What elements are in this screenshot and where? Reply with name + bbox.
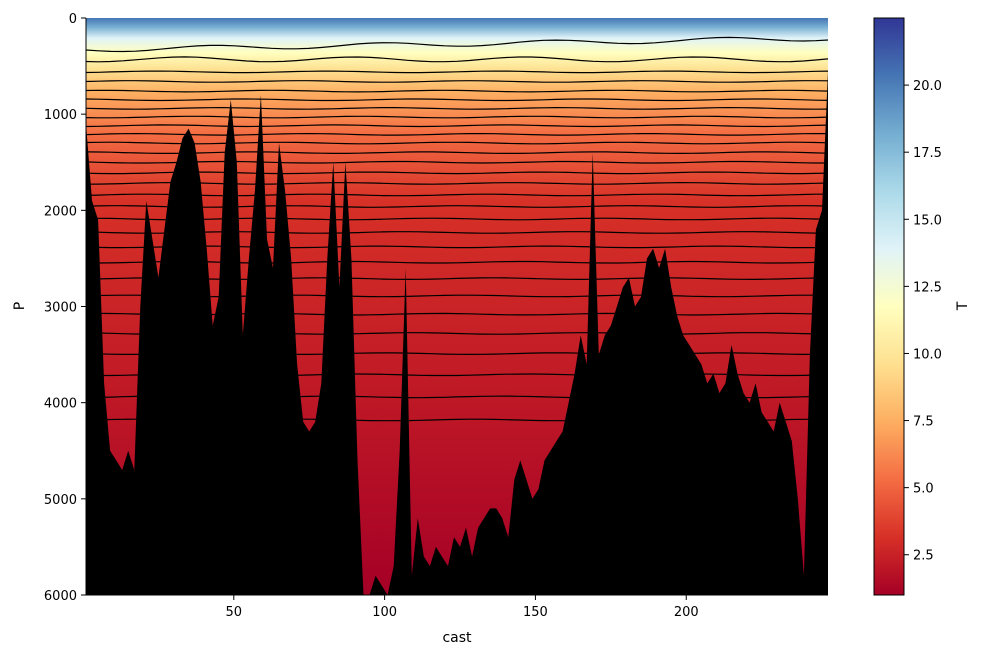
- colorbar-tick-label: 7.5: [913, 415, 934, 430]
- colorbar-tick-label: 2.5: [913, 549, 934, 564]
- isotherm-line: [86, 80, 828, 83]
- isotherm-line: [86, 193, 828, 197]
- x-tick-label: 50: [226, 605, 243, 620]
- y-tick-label: 0: [69, 12, 77, 27]
- isotherm-line: [86, 171, 828, 175]
- y-axis-label: P: [12, 302, 28, 310]
- isotherm-line: [86, 245, 828, 249]
- isotherm-line: [86, 141, 828, 145]
- isotherm-line: [86, 160, 828, 164]
- y-axis-ticks: 0 1000 2000 3000 4000 5000 6000: [44, 12, 86, 604]
- seafloor-bathymetry: [86, 70, 828, 595]
- isotherm-line: [86, 36, 828, 53]
- isotherm-line: [86, 56, 828, 63]
- y-tick-label: 6000: [44, 589, 77, 604]
- y-tick-label: 1000: [44, 108, 77, 123]
- y-tick-label: 2000: [44, 204, 77, 219]
- colorbar-tick-label: 5.0: [913, 482, 934, 497]
- isotherm-line: [86, 151, 828, 155]
- isotherm-line: [86, 260, 828, 264]
- colorbar-tick-label: 15.0: [913, 213, 942, 228]
- y-tick-label: 3000: [44, 301, 77, 316]
- isotherm-line: [86, 231, 828, 234]
- colorbar-gradient: [873, 17, 905, 596]
- y-tick-label: 5000: [44, 493, 77, 508]
- colorbar-tick-label: 12.5: [913, 280, 942, 295]
- colorbar-tick-label: 17.5: [913, 146, 942, 161]
- colorbar: 2.5 5.0 7.5 10.0 12.5 15.0 17.5 20.0 T: [873, 17, 971, 596]
- colorbar-tick-label: 20.0: [913, 79, 942, 94]
- isotherm-contours: [86, 36, 828, 422]
- isotherm-line: [86, 115, 828, 119]
- colorbar-label: T: [955, 301, 971, 311]
- x-axis-ticks: 50 100 150 200: [226, 595, 699, 620]
- colorbar-tick-label: 10.0: [913, 347, 942, 362]
- x-tick-label: 100: [372, 605, 397, 620]
- plot-area: [86, 18, 828, 595]
- isotherm-line: [86, 217, 828, 221]
- y-tick-label: 4000: [44, 397, 77, 412]
- x-tick-label: 200: [674, 605, 699, 620]
- colorbar-ticks: 2.5 5.0 7.5 10.0 12.5 15.0 17.5 20.0: [904, 79, 942, 564]
- isotherm-line: [86, 106, 828, 110]
- isotherm-line: [86, 205, 828, 208]
- isotherm-line: [86, 181, 828, 185]
- isotherm-line: [86, 98, 828, 102]
- isotherm-line: [86, 89, 828, 93]
- x-tick-label: 150: [523, 605, 548, 620]
- isotherm-line: [86, 277, 828, 281]
- isotherm-line: [86, 70, 828, 74]
- x-axis-label: cast: [442, 630, 472, 646]
- isotherm-line: [86, 132, 828, 136]
- isotherm-line: [86, 124, 828, 128]
